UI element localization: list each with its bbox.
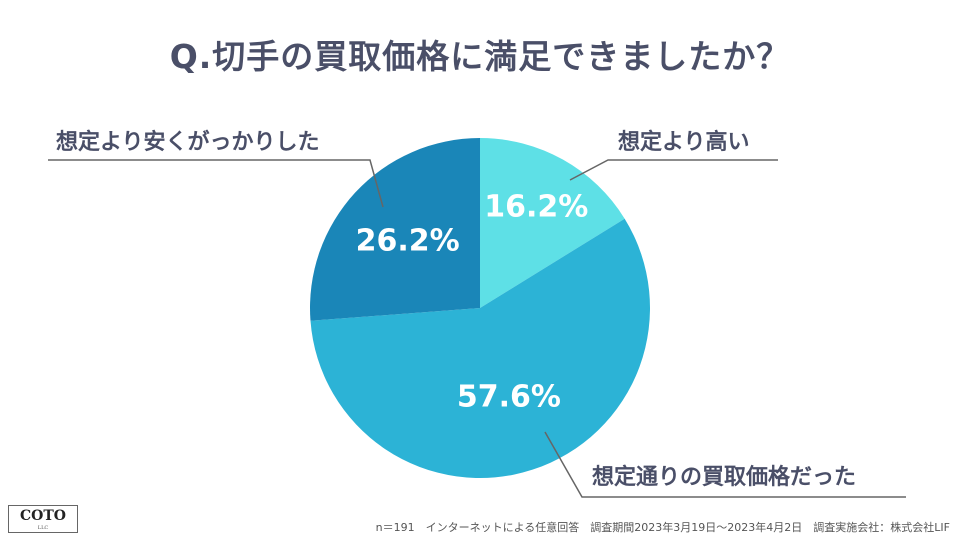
leader-line-as-expected [544, 431, 906, 498]
logo-text: COTO [20, 508, 66, 524]
slice-label-cheap: 想定より安くがっかりした [56, 130, 320, 155]
leader-line-high [569, 159, 778, 181]
survey-footnote: n＝191 インターネットによる任意回答 調査期間2023年3月19日〜2023… [375, 521, 950, 534]
pie-slice-cheap [310, 138, 480, 321]
slice-label-as-expected: 想定通りの買取価格だった [592, 465, 857, 490]
pie-slice-as-expected [310, 218, 650, 478]
leader-line-cheap [48, 159, 384, 208]
chart-title: Q.切手の買取価格に満足できましたか？ [169, 37, 791, 76]
company-logo: COTO LLC [8, 505, 78, 533]
pie-slice-high [480, 138, 625, 308]
slice-value-as-expected: 57.6% [456, 379, 561, 415]
slice-value-cheap: 26.2% [355, 223, 460, 259]
logo-subtext: LLC [37, 525, 49, 531]
slice-label-high: 想定より高い [618, 130, 750, 155]
slice-value-high: 16.2% [484, 189, 589, 225]
